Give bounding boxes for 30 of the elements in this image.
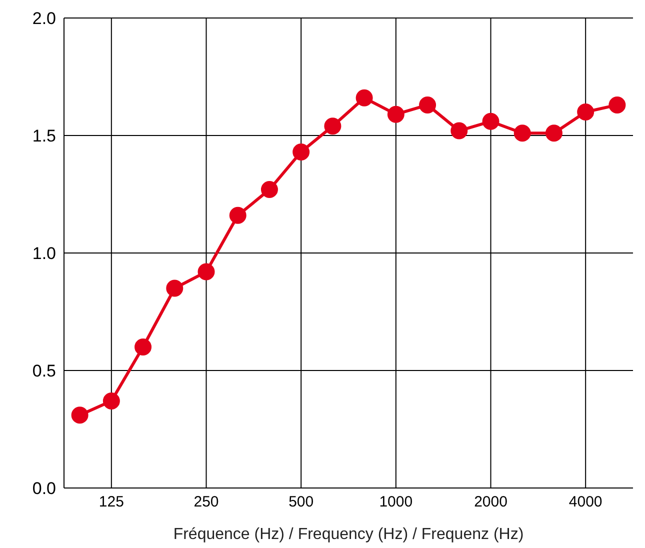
y-tick-label: 2.0 xyxy=(32,9,56,28)
x-tick-label: 125 xyxy=(98,494,124,511)
point xyxy=(102,392,120,410)
point xyxy=(419,96,436,114)
point xyxy=(198,263,215,280)
point xyxy=(134,338,152,356)
point xyxy=(260,181,278,198)
point xyxy=(450,122,468,140)
point xyxy=(482,112,500,130)
y-tick-label: 0.0 xyxy=(32,479,56,498)
x-tick-label: 1000 xyxy=(379,494,413,511)
x-tick-label: 500 xyxy=(288,494,314,511)
point xyxy=(166,280,184,297)
x-tick-label: 2000 xyxy=(474,494,508,511)
point xyxy=(356,89,373,106)
point xyxy=(71,406,88,424)
y-tick-label: 1.0 xyxy=(32,244,56,264)
point xyxy=(292,143,310,160)
y-tick-label: 1.5 xyxy=(32,126,56,146)
point xyxy=(387,106,404,123)
x-axis-title: Fréquence (Hz) / Frequency (Hz) / Frequenz (Hz) xyxy=(173,526,524,543)
y-tick-label: 0.5 xyxy=(32,362,56,381)
point xyxy=(545,124,562,142)
x-tick-label: 4000 xyxy=(568,494,602,511)
point xyxy=(608,96,626,114)
point xyxy=(229,206,246,224)
point xyxy=(577,104,594,120)
x-tick-label: 250 xyxy=(194,494,219,511)
point xyxy=(324,118,342,135)
point xyxy=(514,124,531,142)
